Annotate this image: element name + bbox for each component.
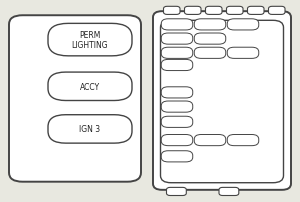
FancyBboxPatch shape xyxy=(226,7,243,15)
FancyBboxPatch shape xyxy=(268,7,285,15)
FancyBboxPatch shape xyxy=(161,135,193,146)
FancyBboxPatch shape xyxy=(194,135,226,146)
FancyBboxPatch shape xyxy=(161,60,193,71)
FancyBboxPatch shape xyxy=(161,151,193,162)
FancyBboxPatch shape xyxy=(194,48,226,59)
FancyBboxPatch shape xyxy=(194,20,226,31)
FancyBboxPatch shape xyxy=(161,34,193,45)
FancyBboxPatch shape xyxy=(194,34,226,45)
FancyBboxPatch shape xyxy=(153,12,291,190)
FancyBboxPatch shape xyxy=(167,187,186,196)
FancyBboxPatch shape xyxy=(161,102,193,113)
FancyBboxPatch shape xyxy=(206,7,222,15)
FancyBboxPatch shape xyxy=(161,87,193,99)
Text: IGN 3: IGN 3 xyxy=(80,125,100,134)
FancyBboxPatch shape xyxy=(184,7,201,15)
FancyBboxPatch shape xyxy=(248,7,264,15)
FancyBboxPatch shape xyxy=(48,115,132,143)
FancyBboxPatch shape xyxy=(227,20,259,31)
FancyBboxPatch shape xyxy=(161,48,193,59)
Text: ACCY: ACCY xyxy=(80,82,100,91)
FancyBboxPatch shape xyxy=(227,48,259,59)
FancyBboxPatch shape xyxy=(160,21,284,183)
FancyBboxPatch shape xyxy=(227,135,259,146)
FancyBboxPatch shape xyxy=(161,117,193,128)
FancyBboxPatch shape xyxy=(219,187,239,196)
FancyBboxPatch shape xyxy=(48,24,132,57)
FancyBboxPatch shape xyxy=(9,16,141,182)
Text: PERM
LIGHTING: PERM LIGHTING xyxy=(72,31,108,49)
FancyBboxPatch shape xyxy=(161,20,193,31)
FancyBboxPatch shape xyxy=(48,73,132,101)
FancyBboxPatch shape xyxy=(164,7,180,15)
